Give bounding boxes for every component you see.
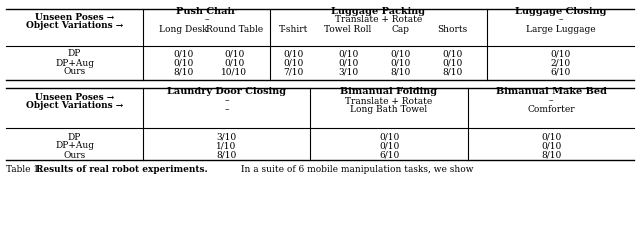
Text: 0/10: 0/10 bbox=[541, 142, 561, 151]
Text: 0/10: 0/10 bbox=[224, 58, 244, 68]
Text: 8/10: 8/10 bbox=[216, 151, 237, 160]
Text: 8/10: 8/10 bbox=[390, 68, 410, 76]
Text: –: – bbox=[224, 97, 228, 106]
Text: 3/10: 3/10 bbox=[338, 68, 358, 76]
Text: 0/10: 0/10 bbox=[338, 50, 358, 58]
Text: 6/10: 6/10 bbox=[379, 151, 399, 160]
Text: Long Bath Towel: Long Bath Towel bbox=[351, 106, 428, 115]
Text: Ours: Ours bbox=[63, 68, 86, 76]
Text: Ours: Ours bbox=[63, 151, 86, 160]
Text: –: – bbox=[224, 106, 228, 115]
Text: Push Chair: Push Chair bbox=[177, 7, 237, 16]
Text: –: – bbox=[548, 97, 553, 106]
Text: 2/10: 2/10 bbox=[550, 58, 571, 68]
Text: Shorts: Shorts bbox=[437, 25, 467, 34]
Text: 8/10: 8/10 bbox=[173, 68, 194, 76]
Text: Object Variations →: Object Variations → bbox=[26, 22, 123, 31]
Text: 0/10: 0/10 bbox=[442, 58, 463, 68]
Text: Translate + Rotate: Translate + Rotate bbox=[335, 16, 422, 25]
Text: Unseen Poses →: Unseen Poses → bbox=[35, 92, 114, 101]
Text: 0/10: 0/10 bbox=[173, 50, 194, 58]
Text: Table 1:: Table 1: bbox=[6, 164, 45, 173]
Text: 1/10: 1/10 bbox=[216, 142, 237, 151]
Text: In a suite of 6 mobile manipulation tasks, we show: In a suite of 6 mobile manipulation task… bbox=[238, 164, 474, 173]
Text: 0/10: 0/10 bbox=[224, 50, 244, 58]
Text: 0/10: 0/10 bbox=[284, 50, 304, 58]
Text: Long Desk: Long Desk bbox=[159, 25, 208, 34]
Text: 10/10: 10/10 bbox=[221, 68, 248, 76]
Text: –: – bbox=[558, 16, 563, 25]
Text: –: – bbox=[204, 16, 209, 25]
Text: Luggage Packing: Luggage Packing bbox=[332, 7, 426, 16]
Text: DP+Aug: DP+Aug bbox=[55, 58, 94, 68]
Text: Luggage Closing: Luggage Closing bbox=[515, 7, 606, 16]
Text: Round Table: Round Table bbox=[206, 25, 263, 34]
Text: DP: DP bbox=[68, 50, 81, 58]
Text: 0/10: 0/10 bbox=[379, 142, 399, 151]
Text: 0/10: 0/10 bbox=[379, 133, 399, 142]
Text: Comforter: Comforter bbox=[527, 106, 575, 115]
Text: 0/10: 0/10 bbox=[541, 133, 561, 142]
Text: Laundry Door Closing: Laundry Door Closing bbox=[167, 88, 286, 97]
Text: 8/10: 8/10 bbox=[541, 151, 561, 160]
Text: Translate + Rotate: Translate + Rotate bbox=[346, 97, 433, 106]
Text: 6/10: 6/10 bbox=[550, 68, 571, 76]
Text: Towel Roll: Towel Roll bbox=[324, 25, 372, 34]
Text: Results of real robot experiments.: Results of real robot experiments. bbox=[36, 164, 208, 173]
Text: Cap: Cap bbox=[391, 25, 409, 34]
Text: DP: DP bbox=[68, 133, 81, 142]
Text: 0/10: 0/10 bbox=[284, 58, 304, 68]
Text: Unseen Poses →: Unseen Poses → bbox=[35, 13, 114, 22]
Text: Object Variations →: Object Variations → bbox=[26, 101, 123, 110]
Text: Bimanual Make Bed: Bimanual Make Bed bbox=[495, 88, 607, 97]
Text: 7/10: 7/10 bbox=[284, 68, 304, 76]
Text: DP+Aug: DP+Aug bbox=[55, 142, 94, 151]
Text: 0/10: 0/10 bbox=[338, 58, 358, 68]
Text: Large Luggage: Large Luggage bbox=[525, 25, 595, 34]
Text: 8/10: 8/10 bbox=[442, 68, 463, 76]
Text: 0/10: 0/10 bbox=[390, 50, 410, 58]
Text: 0/10: 0/10 bbox=[390, 58, 410, 68]
Text: T-shirt: T-shirt bbox=[279, 25, 308, 34]
Text: 0/10: 0/10 bbox=[550, 50, 571, 58]
Text: 3/10: 3/10 bbox=[216, 133, 237, 142]
Text: 0/10: 0/10 bbox=[173, 58, 194, 68]
Text: Bimanual Folding: Bimanual Folding bbox=[340, 88, 438, 97]
Text: 0/10: 0/10 bbox=[442, 50, 463, 58]
